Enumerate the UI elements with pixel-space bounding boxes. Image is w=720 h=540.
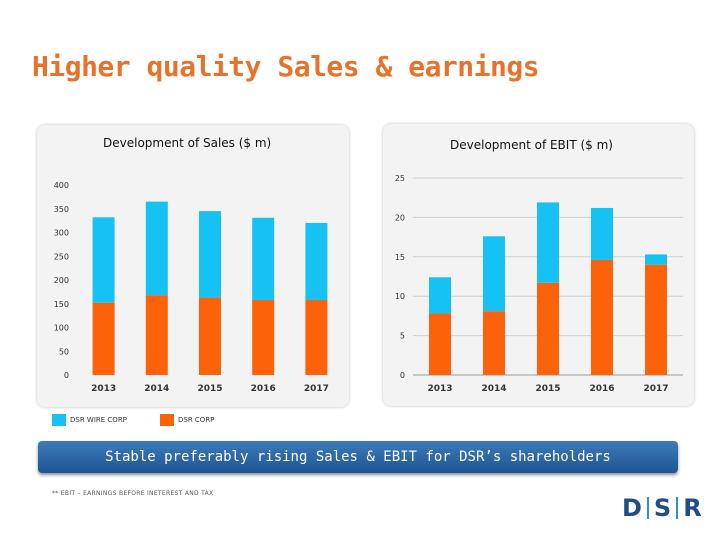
x-tick-label: 2013 xyxy=(427,384,452,394)
bar-segment xyxy=(92,217,115,303)
bar-segment xyxy=(483,236,505,312)
bar-segment xyxy=(483,311,505,375)
sales-chart: 0 50 100 150 200 250 300 350 400 2013 2014 2015 2016… xyxy=(54,181,329,394)
legend-label-wire-corp: DSR WIRE CORP xyxy=(70,416,127,424)
bar-segment xyxy=(305,299,328,375)
sales-chart-panel: Development of Sales ($ m) 0 50 100 150 200 2… xyxy=(37,125,349,407)
x-tick-label: 2015 xyxy=(535,384,560,394)
y-tick-label: 350 xyxy=(54,205,69,214)
y-tick-label: 200 xyxy=(54,276,69,285)
logo-letter-s: S xyxy=(653,494,672,522)
y-tick-label: 400 xyxy=(54,181,69,190)
y-tick-label: 10 xyxy=(395,292,405,301)
y-tick-label: 0 xyxy=(64,371,69,380)
sales-chart-title: Development of Sales ($ m) xyxy=(103,136,272,150)
y-tick-label: 250 xyxy=(54,252,69,261)
bar-segment xyxy=(252,217,275,300)
logo-letter-r: R xyxy=(683,494,702,522)
x-tick-label: 2017 xyxy=(304,384,329,394)
bar-segment xyxy=(537,202,559,283)
x-tick-label: 2014 xyxy=(481,384,506,394)
x-tick-label: 2017 xyxy=(643,384,668,394)
y-tick-label: 5 xyxy=(400,332,405,341)
bar-segment xyxy=(645,264,667,375)
x-tick-label: 2015 xyxy=(197,384,222,394)
legend-item-wire-corp: DSR WIRE CORP xyxy=(52,414,127,426)
legend-swatch-wire-corp xyxy=(52,414,66,426)
logo-separator xyxy=(676,497,679,519)
x-tick-label: 2014 xyxy=(144,384,169,394)
logo-separator xyxy=(646,497,649,519)
bar-segment xyxy=(429,313,451,375)
ebit-chart: 0 5 10 15 20 25 2013 2014 2015 2016 2017 xyxy=(395,174,683,394)
y-tick-label: 300 xyxy=(54,229,69,238)
y-tick-label: 150 xyxy=(54,300,69,309)
ebit-chart-title: Development of EBIT ($ m) xyxy=(450,138,613,152)
x-tick-label: 2016 xyxy=(251,384,276,394)
bar-segment xyxy=(537,282,559,375)
legend-item-dsr-corp: DSR CORP xyxy=(160,414,214,426)
bar-segment xyxy=(591,259,613,375)
bar-segment xyxy=(145,201,168,296)
logo-letter-d: D xyxy=(622,494,642,522)
bar-segment xyxy=(305,223,328,300)
y-tick-label: 25 xyxy=(395,174,405,183)
y-tick-label: 15 xyxy=(395,253,405,262)
bar-segment xyxy=(429,277,451,314)
summary-banner: Stable preferably rising Sales & EBIT fo… xyxy=(38,441,678,473)
bar-segment xyxy=(145,295,168,375)
bar-segment xyxy=(645,254,667,265)
bar-segment xyxy=(92,302,115,375)
y-tick-label: 0 xyxy=(400,371,405,380)
ebit-footnote: ** EBIT – EARNINGS BEFORE INETEREST AND … xyxy=(52,490,214,497)
x-tick-label: 2016 xyxy=(589,384,614,394)
ebit-chart-panel: Development of EBIT ($ m) 0 5 10 15 20 25 2013… xyxy=(383,124,694,406)
legend-swatch-dsr-corp xyxy=(160,414,174,426)
y-tick-label: 20 xyxy=(395,213,405,222)
dsr-logo: D S R xyxy=(622,494,702,522)
slide-title: Higher quality Sales & earnings xyxy=(32,50,540,83)
bar-segment xyxy=(199,297,221,375)
bar-segment xyxy=(252,299,275,375)
y-tick-label: 100 xyxy=(54,324,69,333)
bar-segment xyxy=(591,207,613,260)
legend-label-dsr-corp: DSR CORP xyxy=(178,416,215,424)
x-tick-label: 2013 xyxy=(91,384,116,394)
bar-segment xyxy=(199,211,221,298)
y-tick-label: 50 xyxy=(59,347,69,356)
